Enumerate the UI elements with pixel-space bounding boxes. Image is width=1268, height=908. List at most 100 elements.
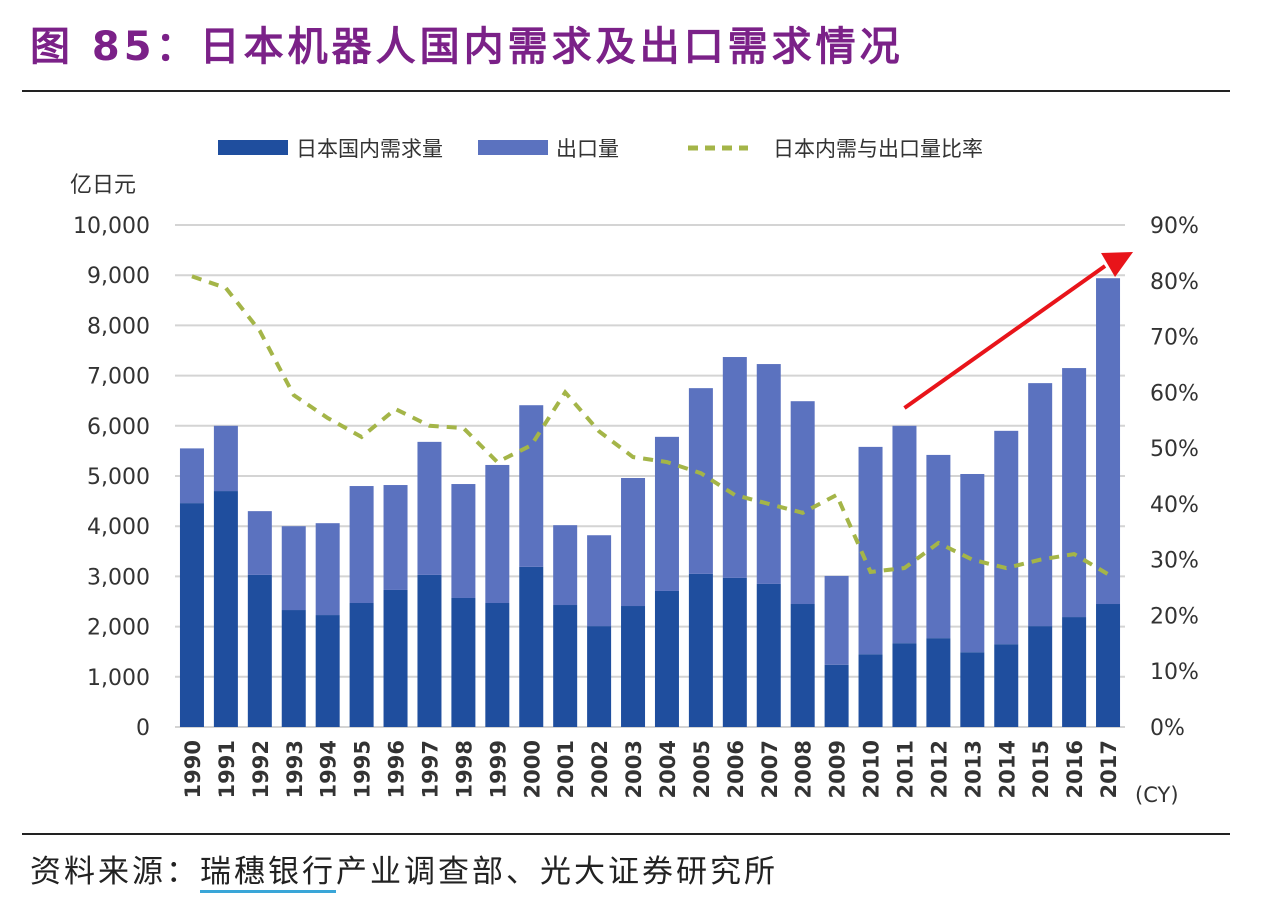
x-tick-label: 1999: [486, 740, 510, 798]
bar-domestic: [451, 597, 476, 727]
bar-export: [1028, 383, 1053, 627]
bar-domestic: [858, 654, 883, 727]
y-tick-label: 1,000: [87, 666, 150, 691]
x-tick-label: 2010: [860, 740, 884, 798]
y-axis-label: 亿日元: [70, 173, 136, 198]
y-tick-label: 6,000: [87, 415, 150, 440]
bar-domestic: [756, 583, 781, 727]
bar-domestic: [926, 638, 951, 727]
y2-tick-label: 30%: [1150, 549, 1199, 574]
x-tick-label: 2017: [1097, 740, 1121, 798]
bar-domestic: [1096, 604, 1121, 727]
x-tick-label: 2015: [1029, 740, 1053, 798]
bar-domestic: [383, 589, 408, 727]
x-tick-label: 1994: [317, 740, 341, 798]
source-label: 资料来源：: [30, 854, 200, 890]
bar-domestic: [213, 491, 238, 727]
y2-tick-label: 20%: [1150, 604, 1199, 629]
bar-export: [824, 575, 849, 665]
x-tick-label: 1996: [385, 740, 409, 798]
x-tick-label: 2011: [893, 740, 917, 798]
bar-domestic: [315, 615, 340, 727]
x-tick-label: 2001: [554, 740, 578, 798]
bar-export: [1096, 278, 1121, 605]
bar-export: [281, 526, 306, 611]
bar-domestic: [587, 626, 612, 727]
bar-export: [349, 486, 374, 604]
arrow-head: [1101, 252, 1134, 277]
bar-export: [383, 485, 408, 590]
bar-domestic: [621, 606, 646, 727]
bar-domestic: [485, 603, 510, 727]
bar-export: [688, 388, 713, 574]
legend-swatch-export: [478, 140, 548, 155]
bar-domestic: [417, 574, 442, 727]
x-tick-label: 2014: [995, 740, 1019, 798]
bar-export: [315, 523, 340, 616]
y-tick-label: 2,000: [87, 616, 150, 641]
x-tick-label: 2004: [656, 740, 680, 798]
bar-export: [485, 464, 510, 604]
x-tick-label: 1991: [215, 740, 239, 798]
x-tick-label: 2006: [724, 740, 748, 798]
y2-tick-label: 80%: [1150, 270, 1199, 295]
bar-domestic: [553, 605, 578, 727]
arrow-shaft: [903, 264, 1107, 410]
bar-domestic: [994, 644, 1019, 727]
x-tick-label: 2009: [826, 740, 850, 798]
x-tick-label: 2005: [690, 740, 714, 798]
bar-domestic: [179, 503, 204, 727]
bar-export: [179, 448, 204, 504]
bar-export: [553, 525, 578, 606]
bar-export: [587, 535, 612, 627]
bar-export: [994, 430, 1019, 645]
bar-export: [247, 511, 272, 575]
y2-tick-label: 0%: [1150, 716, 1185, 741]
legend-swatch-domestic: [218, 140, 288, 155]
bar-export: [756, 364, 781, 584]
ratio-line: [191, 274, 1110, 576]
bar-domestic: [688, 573, 713, 727]
y2-tick-label: 70%: [1150, 326, 1199, 351]
y2-tick-label: 50%: [1150, 437, 1199, 462]
x-tick-label: 2003: [622, 740, 646, 798]
bar-export: [417, 441, 442, 575]
y2-tick-label: 40%: [1150, 493, 1199, 518]
bar-export: [451, 484, 476, 598]
bar-export: [213, 425, 238, 492]
bar-export: [790, 401, 815, 605]
x-tick-label: 2000: [520, 740, 544, 798]
bar-export: [621, 478, 646, 607]
bar-export: [722, 357, 747, 578]
bar-domestic: [960, 652, 985, 727]
bar-domestic: [722, 577, 747, 727]
x-tick-label: 2016: [1063, 740, 1087, 798]
x-tick-label: 1997: [418, 740, 442, 798]
x-tick-label: 1992: [249, 740, 273, 798]
y2-tick-label: 10%: [1150, 660, 1199, 685]
y-tick-label: 9,000: [87, 264, 150, 289]
bar-export: [1062, 368, 1087, 618]
bar-export: [519, 405, 544, 567]
x-tick-label: 1993: [283, 740, 307, 798]
y-tick-label: 10,000: [73, 214, 150, 239]
bar-domestic: [824, 664, 849, 727]
bar-domestic: [790, 604, 815, 727]
bar-domestic: [1062, 617, 1087, 727]
y-tick-label: 8,000: [87, 314, 150, 339]
y-tick-label: 4,000: [87, 515, 150, 540]
bottom-rule: [22, 833, 1230, 835]
legend-label-domestic: 日本国内需求量: [296, 137, 443, 161]
top-rule: [22, 90, 1230, 92]
bar-domestic: [654, 590, 679, 727]
bar-export: [654, 436, 679, 591]
bar-domestic: [519, 566, 544, 727]
legend: 日本国内需求量 出口量 日本内需与出口量比率: [218, 137, 983, 161]
x-tick-label: 2013: [961, 740, 985, 798]
x-axis-unit: (CY): [1135, 783, 1179, 807]
x-tick-label: 2007: [758, 740, 782, 798]
legend-label-ratio: 日本内需与出口量比率: [773, 137, 983, 161]
source-note: 资料来源：瑞穗银行产业调查部、光大证券研究所: [30, 846, 778, 893]
y-tick-label: 0: [136, 716, 150, 741]
